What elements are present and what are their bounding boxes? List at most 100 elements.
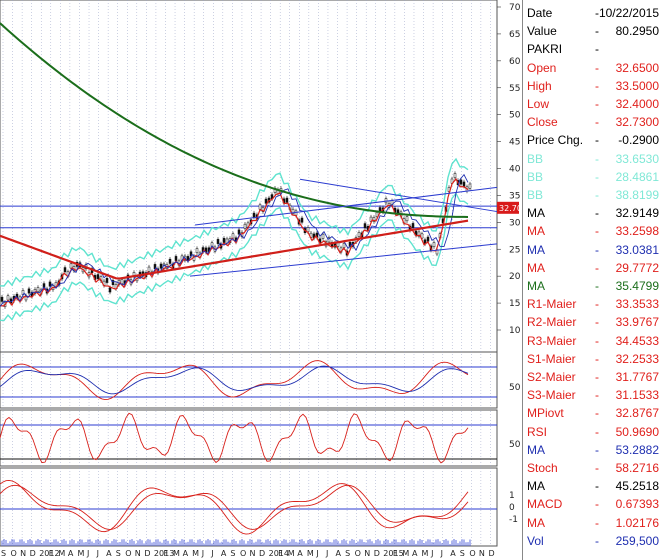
data-row-value: 33.3533: [615, 297, 659, 312]
data-row-macd: MACD - 0.67393: [523, 495, 661, 513]
data-row-label: MA: [527, 206, 545, 221]
month-label: 2012: [39, 549, 59, 558]
candle-body: [243, 223, 247, 229]
data-row-dash: -: [595, 351, 599, 366]
month-label: J: [315, 549, 318, 558]
data-row-ma: MA - 32.9149: [523, 204, 661, 222]
candle-body: [357, 232, 361, 237]
stoch-pane-border: [0, 409, 498, 467]
candle-body: [6, 295, 10, 301]
candle-body: [48, 281, 52, 287]
data-row-value: 29.7772: [615, 260, 659, 275]
data-row-rsi: RSI - 50.9690: [523, 423, 661, 441]
data-row-stoch: Stoch - 58.2716: [523, 459, 661, 477]
data-row-dash: -: [595, 60, 599, 75]
data-row-value: 50.9690: [615, 424, 659, 439]
month-label: J: [325, 549, 328, 558]
candle-body: [195, 248, 199, 254]
candle-body: [237, 229, 241, 235]
month-label: 2015: [383, 549, 403, 558]
y-axis-label: 55: [509, 84, 520, 94]
data-row-label: High: [527, 78, 552, 93]
data-row-close: Close - 32.7300: [523, 113, 661, 131]
macd-signal-line: [0, 484, 469, 530]
price-chart-area[interactable]: S O N D 2012 F M A M J J A S O N D 2013 F M A M J J A S O N D 2014 F M…: [0, 0, 522, 560]
data-row-label: MA: [527, 260, 545, 275]
data-row-s3-maier: S3-Maier - 31.1533: [523, 386, 661, 404]
data-row-value: -0.2900: [618, 133, 659, 148]
month-label: A: [221, 549, 227, 558]
osc-axis-label: 50: [509, 440, 521, 450]
month-label: S: [116, 549, 121, 558]
month-label: S: [460, 549, 465, 558]
data-row-value: 58.2716: [615, 461, 659, 475]
data-row-value: 32.9149: [615, 206, 659, 221]
month-label: M: [307, 549, 314, 558]
data-row-value: 80.2950: [615, 24, 659, 39]
candle-body: [261, 207, 265, 212]
month-label: A: [412, 549, 418, 558]
data-row-label: Date: [527, 6, 553, 20]
candle-body: [258, 204, 262, 210]
month-label: D: [259, 549, 265, 558]
month-label: O: [240, 549, 246, 558]
data-row-dash: -: [595, 279, 599, 293]
ma-long-green: [0, 22, 469, 218]
month-label: F: [163, 549, 168, 558]
data-row-label: MA: [527, 515, 545, 530]
month-label: O: [125, 549, 131, 558]
month-label: D: [144, 549, 150, 558]
data-row-value: 33.6530: [615, 151, 659, 166]
month-label: O: [469, 549, 475, 558]
data-row-dash: -: [595, 297, 599, 312]
candle-body: [108, 287, 112, 293]
month-label: S: [1, 549, 6, 558]
data-row-label: R2-Maier: [527, 315, 577, 330]
month-label: M: [422, 549, 429, 558]
data-row-value: 32.4000: [615, 97, 659, 111]
candle-body: [174, 256, 178, 261]
month-label: 2014: [269, 549, 289, 558]
data-row-ma: MA - 53.2882: [523, 441, 661, 459]
data-row-value: 38.8199: [615, 188, 659, 202]
data-row-label: MA: [527, 479, 545, 494]
candle-body: [306, 227, 310, 233]
candle-body: [96, 274, 100, 280]
y-axis-label: 60: [509, 57, 521, 67]
candle-body: [468, 183, 472, 189]
data-row-label: Value: [527, 24, 557, 39]
data-row-value: 259,500: [615, 533, 659, 548]
data-row-dash: -: [595, 188, 599, 202]
data-window-panel: Date - 10/22/2015 Value - 80.2950 PAKRI - Open - 3…: [522, 0, 661, 560]
candle-body: [105, 277, 109, 283]
candle-body: [411, 223, 415, 228]
data-row-ma: MA - 29.7772: [523, 259, 661, 277]
data-row-dash: -: [595, 6, 599, 20]
month-label: D: [374, 549, 380, 558]
data-row-label: RSI: [527, 424, 548, 439]
data-row-value: 35.4799: [615, 279, 659, 293]
data-row-ma: MA - 45.2518: [523, 477, 661, 495]
osc-axis-label: 1: [509, 491, 515, 501]
data-row-dash: -: [595, 315, 599, 330]
candle-body: [36, 287, 40, 293]
stoch-line: [0, 412, 469, 464]
data-row-dash: -: [595, 242, 599, 257]
month-label: M: [58, 549, 65, 558]
month-label: J: [201, 549, 204, 558]
data-row-dash: -: [595, 497, 599, 512]
data-row-dash: -: [595, 78, 599, 93]
y-axis-label: 10: [509, 326, 521, 336]
data-row-label: BB: [527, 151, 544, 166]
channel-lower: [189, 243, 498, 277]
candle-body: [111, 280, 115, 285]
month-label: N: [479, 549, 485, 558]
month-label: O: [355, 549, 361, 558]
data-row-dash: -: [595, 42, 599, 57]
month-label: J: [440, 549, 443, 558]
candle-body: [453, 173, 457, 179]
ma-long-red: [0, 219, 469, 280]
month-label: A: [297, 549, 303, 558]
data-row-label: MA: [527, 242, 545, 257]
